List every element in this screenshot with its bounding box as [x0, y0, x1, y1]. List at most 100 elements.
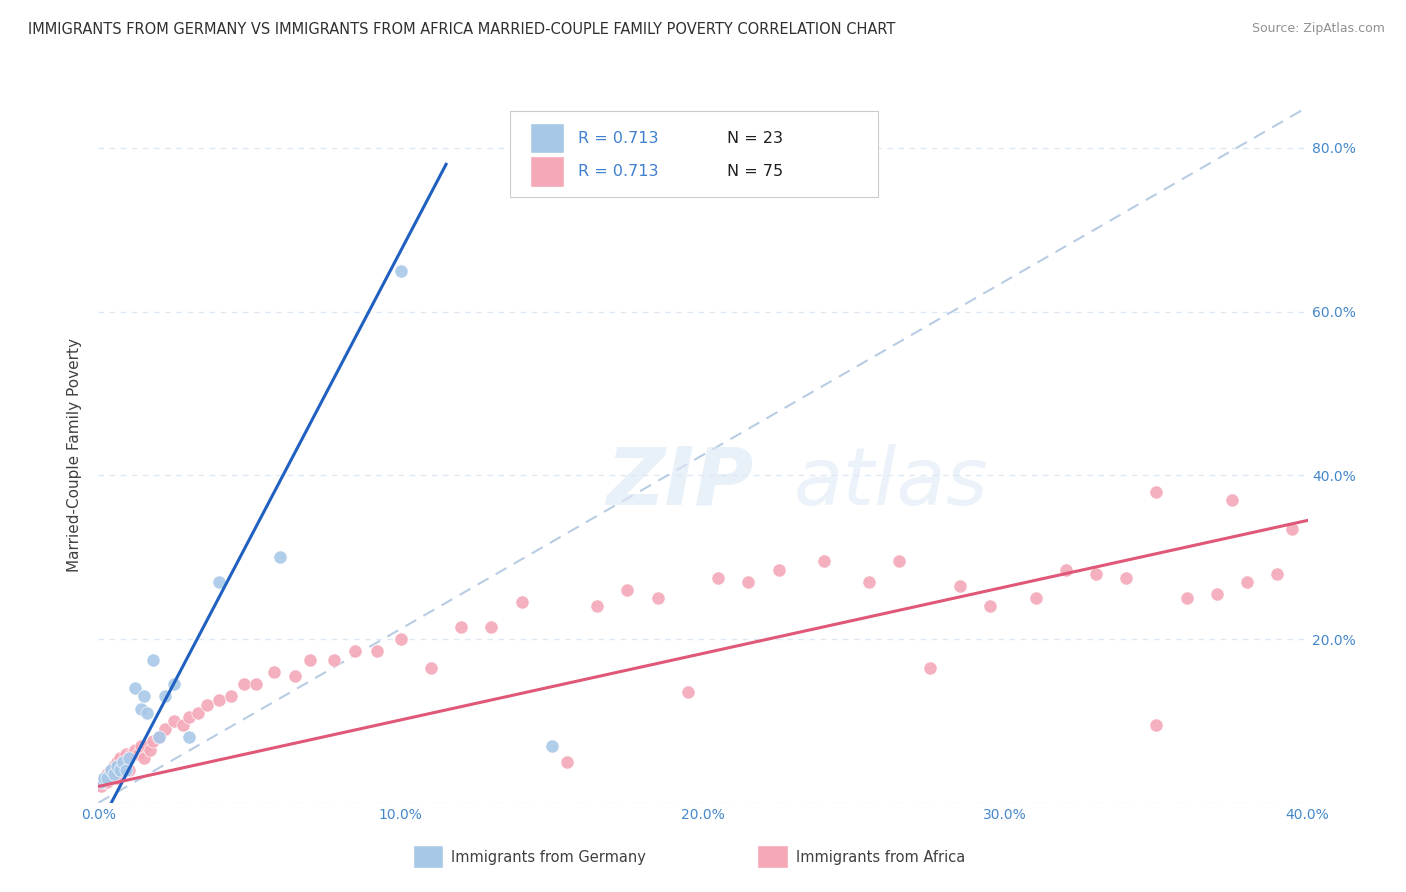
Point — [111, 755, 134, 769]
Point — [111, 755, 134, 769]
Point — [96, 771, 118, 785]
Point — [135, 739, 157, 753]
Point — [949, 579, 972, 593]
Point — [1206, 587, 1229, 601]
Point — [179, 710, 201, 724]
Point — [510, 595, 533, 609]
Point — [153, 722, 176, 736]
Point — [96, 775, 118, 789]
Point — [768, 562, 790, 576]
Point — [889, 554, 911, 568]
Y-axis label: Married-Couple Family Poverty: Married-Couple Family Poverty — [67, 338, 83, 572]
Point — [132, 751, 155, 765]
Point — [208, 693, 231, 707]
Point — [1281, 522, 1303, 536]
Text: R = 0.713: R = 0.713 — [578, 130, 659, 145]
Point — [124, 742, 146, 756]
Point — [148, 731, 170, 745]
Point — [344, 644, 367, 658]
Text: atlas: atlas — [793, 443, 988, 522]
Point — [221, 690, 243, 704]
Text: Immigrants from Germany: Immigrants from Germany — [451, 849, 647, 864]
Point — [163, 714, 186, 728]
Point — [100, 763, 122, 777]
Point — [90, 780, 112, 794]
FancyBboxPatch shape — [530, 156, 564, 186]
Point — [707, 571, 730, 585]
Point — [129, 701, 152, 715]
Point — [121, 747, 143, 761]
Point — [96, 767, 118, 781]
Text: ZIP: ZIP — [606, 443, 754, 522]
Point — [208, 574, 231, 589]
FancyBboxPatch shape — [758, 846, 787, 868]
Point — [111, 759, 134, 773]
Point — [1236, 574, 1258, 589]
Point — [263, 665, 285, 679]
Text: IMMIGRANTS FROM GERMANY VS IMMIGRANTS FROM AFRICA MARRIED-COUPLE FAMILY POVERTY : IMMIGRANTS FROM GERMANY VS IMMIGRANTS FR… — [28, 22, 896, 37]
Point — [118, 751, 141, 765]
Point — [269, 550, 291, 565]
Point — [100, 763, 122, 777]
Point — [616, 582, 638, 597]
Point — [118, 763, 141, 777]
Point — [813, 554, 835, 568]
Point — [420, 661, 443, 675]
Point — [1024, 591, 1046, 606]
Point — [979, 599, 1001, 614]
Point — [858, 574, 880, 589]
Point — [142, 652, 165, 666]
FancyBboxPatch shape — [530, 123, 564, 153]
Point — [195, 698, 218, 712]
Point — [108, 763, 131, 777]
Point — [232, 677, 254, 691]
Point — [299, 652, 322, 666]
Point — [389, 632, 412, 646]
FancyBboxPatch shape — [509, 111, 879, 197]
Point — [1220, 492, 1243, 507]
Point — [93, 771, 115, 785]
Point — [142, 734, 165, 748]
FancyBboxPatch shape — [413, 846, 443, 868]
Point — [366, 644, 388, 658]
Point — [245, 677, 267, 691]
Point — [127, 747, 149, 761]
Point — [323, 652, 346, 666]
Text: Immigrants from Africa: Immigrants from Africa — [796, 849, 966, 864]
Point — [139, 742, 162, 756]
Point — [1054, 562, 1077, 576]
Text: N = 75: N = 75 — [727, 164, 783, 179]
Point — [103, 767, 125, 781]
Point — [389, 264, 412, 278]
Point — [1175, 591, 1198, 606]
Point — [148, 731, 170, 745]
Point — [93, 771, 115, 785]
Point — [135, 706, 157, 720]
Point — [1144, 484, 1167, 499]
Point — [105, 755, 128, 769]
Text: N = 23: N = 23 — [727, 130, 783, 145]
Text: Source: ZipAtlas.com: Source: ZipAtlas.com — [1251, 22, 1385, 36]
Point — [1115, 571, 1137, 585]
Point — [676, 685, 699, 699]
Point — [737, 574, 759, 589]
Text: R = 0.713: R = 0.713 — [578, 164, 659, 179]
Point — [153, 690, 176, 704]
Point — [1144, 718, 1167, 732]
Point — [172, 718, 194, 732]
Point — [163, 677, 186, 691]
Point — [540, 739, 562, 753]
Point — [108, 751, 131, 765]
Point — [103, 767, 125, 781]
Point — [586, 599, 609, 614]
Point — [114, 747, 136, 761]
Point — [124, 681, 146, 696]
Point — [1085, 566, 1108, 581]
Point — [918, 661, 941, 675]
Point — [114, 759, 136, 773]
Point — [108, 763, 131, 777]
Point — [284, 669, 307, 683]
Point — [132, 690, 155, 704]
Point — [481, 620, 503, 634]
Point — [129, 739, 152, 753]
